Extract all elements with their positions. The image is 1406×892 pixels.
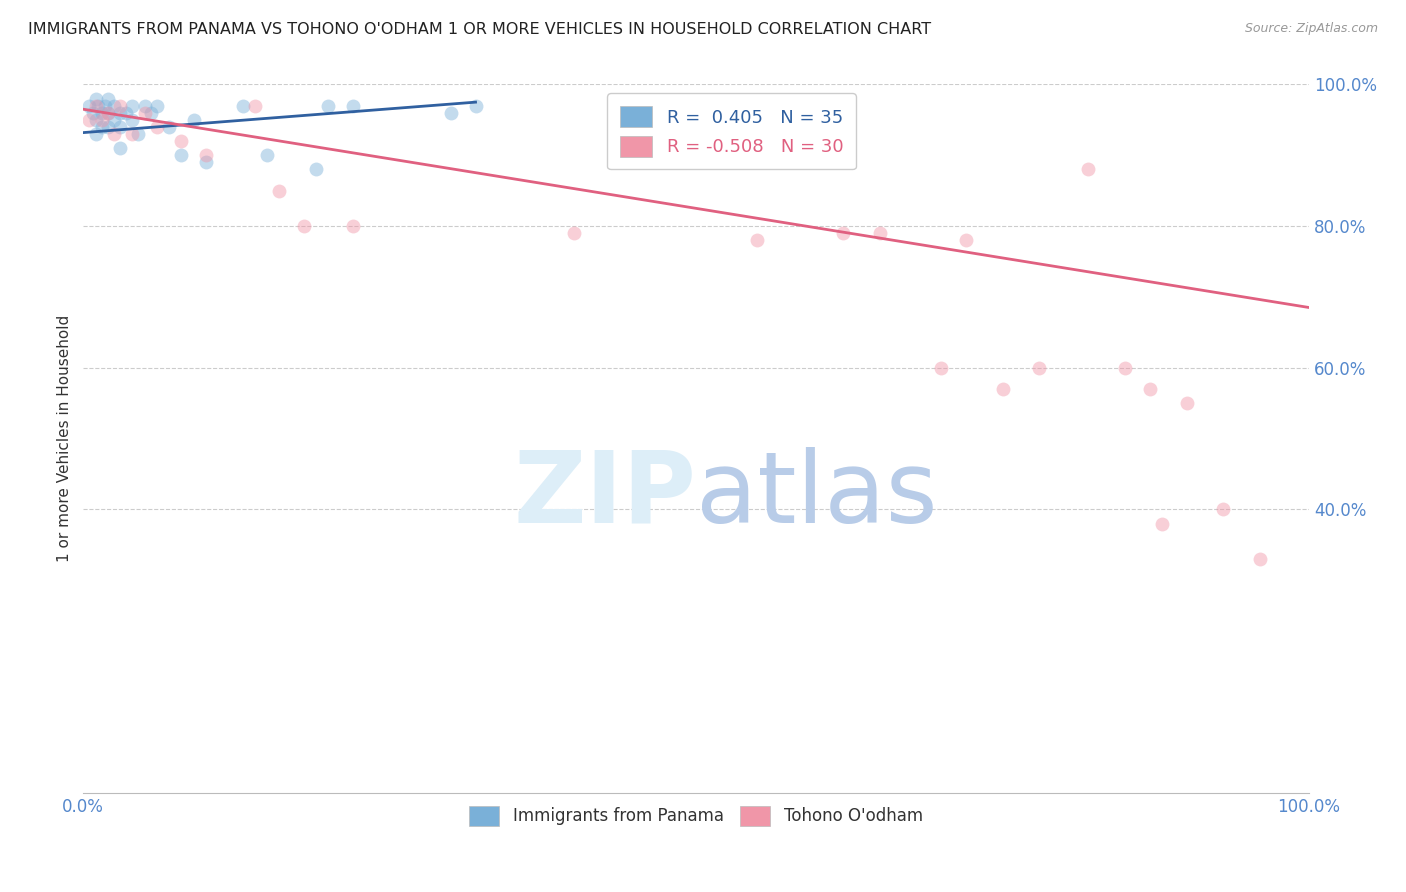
Point bbox=[464, 98, 486, 112]
Point bbox=[108, 120, 131, 134]
Y-axis label: 1 or more Vehicles in Household: 1 or more Vehicles in Household bbox=[58, 315, 72, 562]
Point bbox=[90, 105, 112, 120]
Point bbox=[305, 162, 328, 177]
Point bbox=[94, 98, 117, 112]
Point bbox=[79, 112, 101, 127]
Point bbox=[121, 112, 143, 127]
Point bbox=[170, 148, 193, 162]
Text: atlas: atlas bbox=[696, 447, 938, 544]
Point bbox=[79, 98, 101, 112]
Point bbox=[103, 112, 125, 127]
Point bbox=[1139, 382, 1161, 396]
Point bbox=[183, 112, 205, 127]
Point bbox=[955, 233, 977, 247]
Point bbox=[90, 120, 112, 134]
Point bbox=[103, 98, 125, 112]
Point bbox=[269, 184, 291, 198]
Legend: Immigrants from Panama, Tohono O'odham: Immigrants from Panama, Tohono O'odham bbox=[461, 798, 931, 834]
Point bbox=[134, 105, 156, 120]
Point bbox=[194, 148, 217, 162]
Point bbox=[82, 105, 104, 120]
Point bbox=[1114, 360, 1136, 375]
Point bbox=[232, 98, 254, 112]
Point bbox=[134, 98, 156, 112]
Point bbox=[1077, 162, 1099, 177]
Text: Source: ZipAtlas.com: Source: ZipAtlas.com bbox=[1244, 22, 1378, 36]
Point bbox=[139, 105, 162, 120]
Text: IMMIGRANTS FROM PANAMA VS TOHONO O'ODHAM 1 OR MORE VEHICLES IN HOUSEHOLD CORRELA: IMMIGRANTS FROM PANAMA VS TOHONO O'ODHAM… bbox=[28, 22, 931, 37]
Point bbox=[84, 92, 107, 106]
Point bbox=[931, 360, 953, 375]
Point bbox=[84, 127, 107, 141]
Point bbox=[108, 141, 131, 155]
Point bbox=[1249, 552, 1271, 566]
Text: ZIP: ZIP bbox=[513, 447, 696, 544]
Point bbox=[342, 98, 364, 112]
Point bbox=[108, 98, 131, 112]
Point bbox=[97, 92, 120, 106]
Point bbox=[318, 98, 340, 112]
Point bbox=[90, 112, 112, 127]
Point bbox=[292, 219, 315, 233]
Point bbox=[97, 105, 120, 120]
Point bbox=[440, 105, 463, 120]
Point bbox=[256, 148, 278, 162]
Point bbox=[243, 98, 266, 112]
Point bbox=[84, 98, 107, 112]
Point bbox=[121, 127, 143, 141]
Point bbox=[1028, 360, 1050, 375]
Point bbox=[84, 112, 107, 127]
Point bbox=[1212, 502, 1234, 516]
Point bbox=[562, 226, 585, 240]
Point bbox=[869, 226, 891, 240]
Point bbox=[747, 233, 769, 247]
Point bbox=[87, 98, 110, 112]
Point bbox=[170, 134, 193, 148]
Point bbox=[194, 155, 217, 169]
Point bbox=[121, 98, 143, 112]
Point bbox=[103, 127, 125, 141]
Point bbox=[342, 219, 364, 233]
Point bbox=[1150, 516, 1173, 531]
Point bbox=[146, 98, 169, 112]
Point bbox=[157, 120, 180, 134]
Point bbox=[832, 226, 855, 240]
Point bbox=[146, 120, 169, 134]
Point bbox=[991, 382, 1014, 396]
Point bbox=[108, 105, 131, 120]
Point bbox=[1175, 396, 1198, 410]
Point bbox=[115, 105, 138, 120]
Point bbox=[97, 120, 120, 134]
Point bbox=[97, 105, 120, 120]
Point bbox=[127, 127, 149, 141]
